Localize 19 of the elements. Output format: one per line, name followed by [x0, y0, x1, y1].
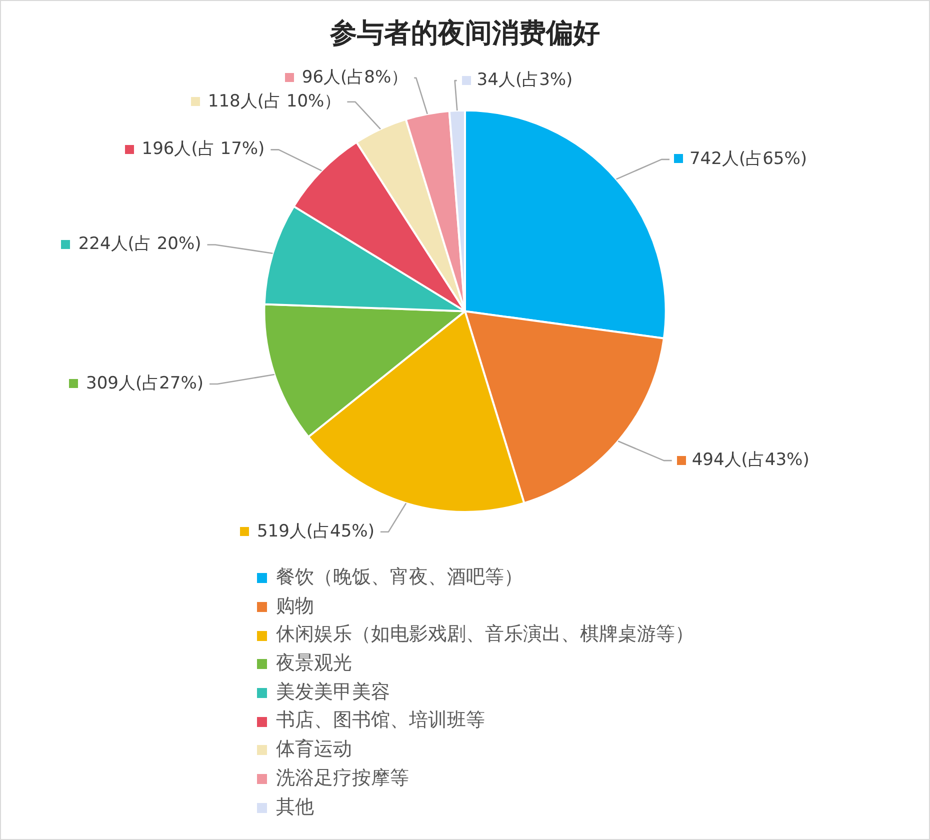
legend-label: 体育运动 — [276, 738, 352, 762]
legend-label: 书店、图书馆、培训班等 — [276, 709, 485, 734]
legend-label: 洗浴足疗按摩等 — [276, 766, 409, 791]
legend-label: 美发美甲美容 — [276, 680, 390, 705]
legend-label: 其他 — [276, 796, 314, 820]
data-label: 494人(占43%) — [692, 450, 810, 470]
chart-title: 参与者的夜间消费偏好 — [329, 18, 600, 48]
legend-label: 购物 — [276, 594, 314, 619]
legend-label: 夜景观光 — [276, 652, 352, 676]
data-label: 742人(占65%) — [689, 148, 807, 169]
data-label: 96人(占8%） — [302, 67, 408, 88]
data-label: 196人(占 17%) — [142, 139, 265, 160]
data-label: 309人(占27%) — [86, 373, 204, 394]
data-label: 224人(占 20%) — [78, 234, 202, 254]
data-label: 34人(占3%) — [476, 70, 573, 90]
legend-label: 休闲娱乐（如电影戏剧、音乐演出、棋牌桌游等） — [276, 623, 694, 648]
data-label: 118人(占 10%） — [208, 91, 342, 112]
legend-label: 餐饮（晚饭、宵夜、酒吧等） — [276, 566, 523, 590]
data-label: 519人(占45%) — [256, 521, 374, 542]
